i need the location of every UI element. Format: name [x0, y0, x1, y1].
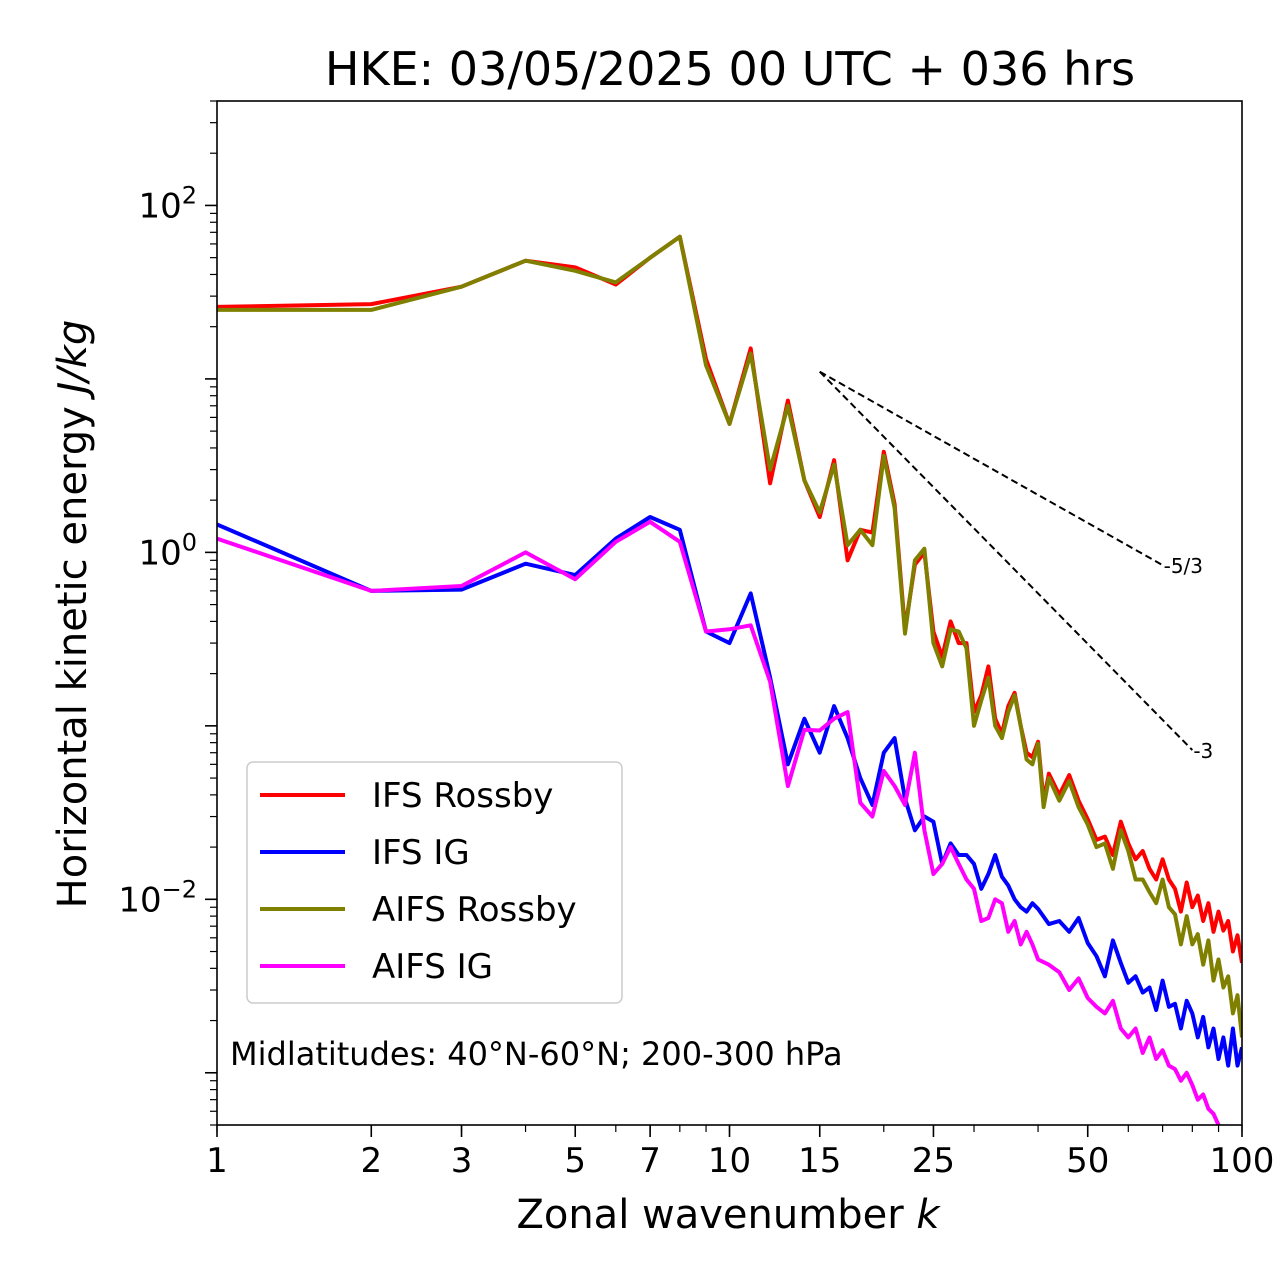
y-axis-label: Horizontal kinetic energy J/kg: [50, 320, 96, 909]
slope-guides: -5/3 -3: [819, 370, 1213, 763]
legend-label: AIFS Rossby: [372, 890, 577, 930]
x-tick-label: 7: [639, 1141, 661, 1181]
y-axis-ticks: 10−2 100 102: [118, 100, 217, 1126]
slope-label-1: -5/3: [1164, 554, 1203, 578]
region-annotation: Midlatitudes: 40°N-60°N; 200-300 hPa: [230, 1035, 843, 1073]
series-line-aifs-rossby: [217, 234, 1242, 1038]
x-tick-label: 25: [912, 1141, 955, 1181]
y-tick-label: 10−2: [118, 875, 197, 920]
x-tick-label: 10: [708, 1141, 751, 1181]
x-tick-label: 3: [451, 1141, 473, 1181]
x-tick-label: 100: [1210, 1141, 1275, 1181]
x-tick-label: 50: [1066, 1141, 1109, 1181]
x-tick-label: 5: [564, 1141, 586, 1181]
x-tick-label: 1: [206, 1141, 228, 1181]
series-line-ifs-ig: [217, 515, 1242, 1068]
slope-guide-line-2: [819, 371, 1194, 751]
slope-label-2: -3: [1193, 739, 1213, 763]
y-tick-label: 102: [138, 181, 197, 226]
legend: IFS Rossby IFS IG AIFS Rossby AIFS IG: [246, 761, 623, 1004]
legend-label: IFS Rossby: [372, 776, 553, 816]
x-tick-label: 2: [360, 1141, 382, 1181]
x-axis-label: Zonal wavenumber k: [516, 1192, 941, 1238]
legend-label: AIFS IG: [372, 947, 493, 987]
legend-box: [246, 761, 623, 1004]
series-line-aifs-ig: [217, 519, 1221, 1125]
chart-title: HKE: 03/05/2025 00 UTC + 036 hrs: [325, 42, 1135, 96]
x-axis-ticks: 1 2 3 5 7 10 15 25 50 100: [206, 1125, 1274, 1181]
x-tick-label: 15: [798, 1141, 841, 1181]
legend-label: IFS IG: [372, 833, 470, 873]
y-tick-label: 100: [138, 528, 197, 573]
series-layer: [217, 234, 1242, 1125]
